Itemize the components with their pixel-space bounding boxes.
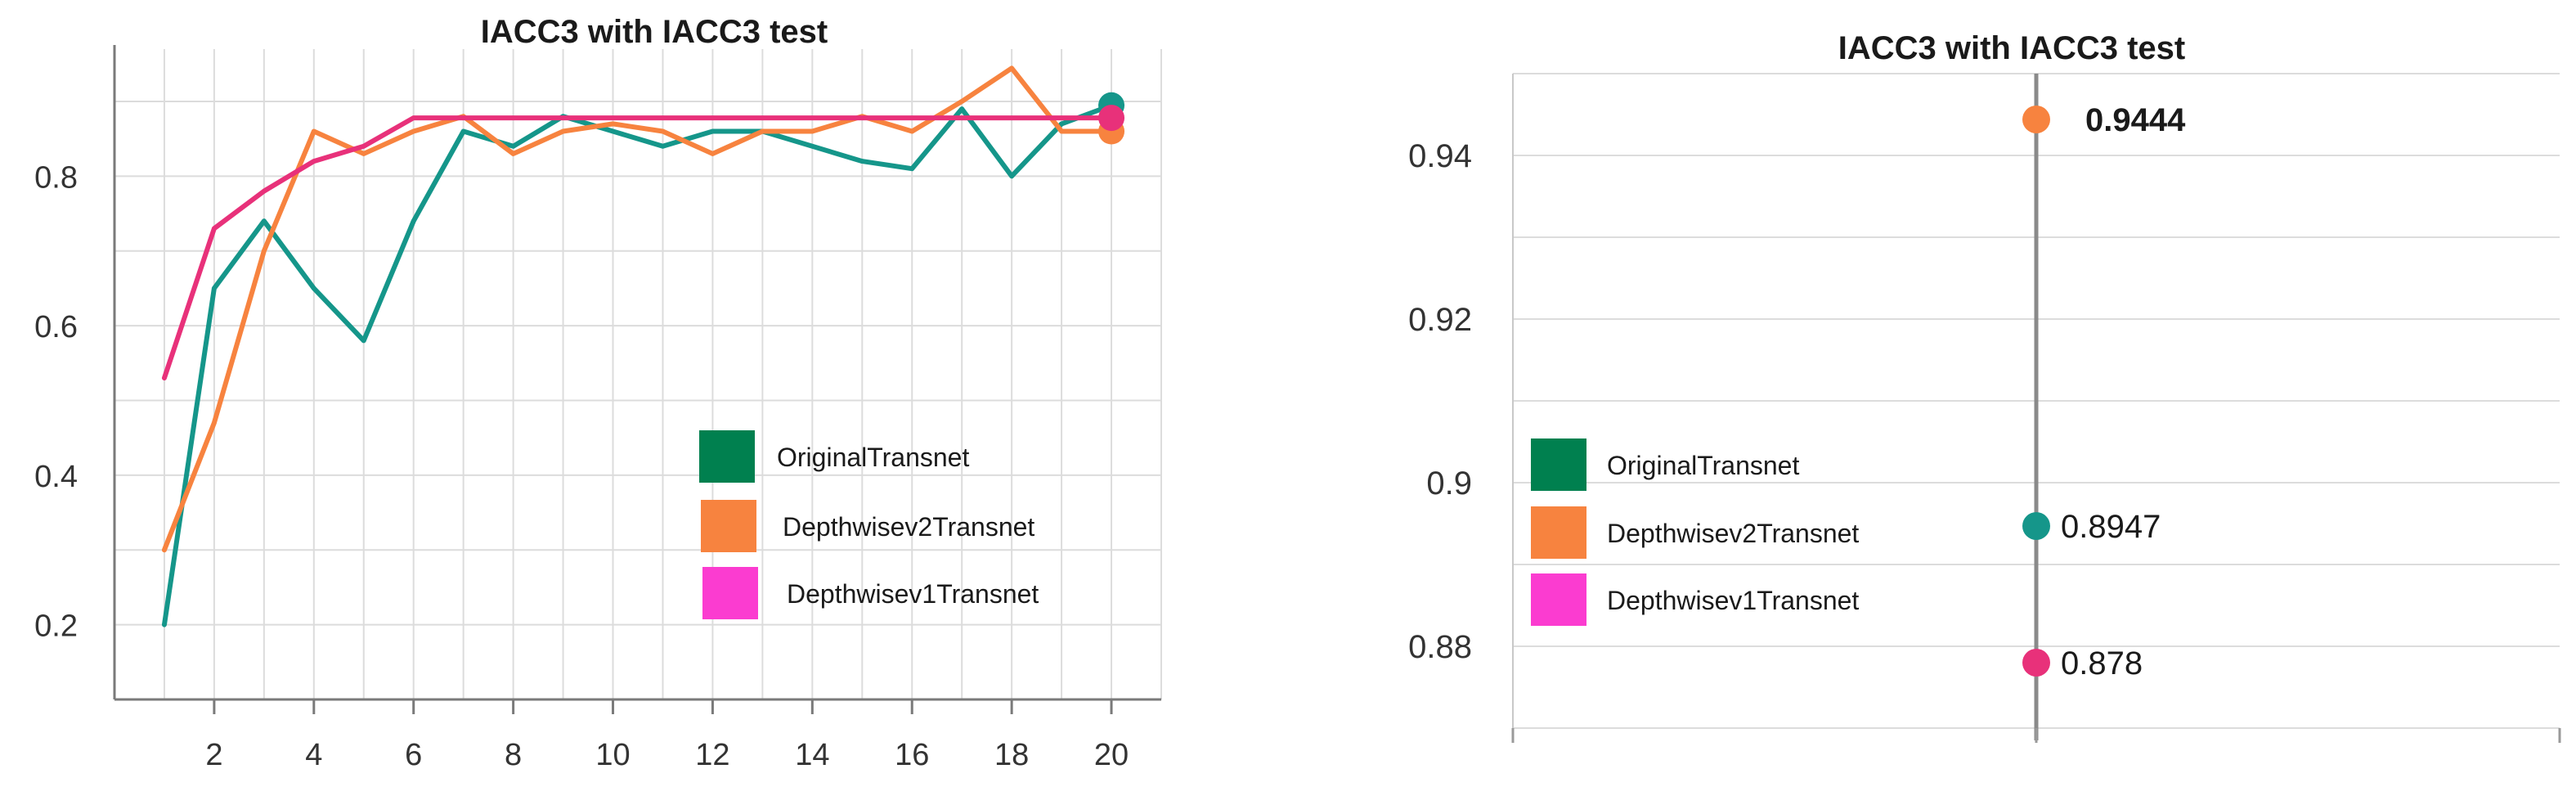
left-legend-label: OriginalTransnet bbox=[777, 443, 969, 472]
left-legend-swatch bbox=[702, 567, 758, 619]
left-chart-title: IACC3 with IACC3 test bbox=[481, 14, 828, 50]
left-x-tick-label: 8 bbox=[505, 738, 522, 772]
left-legend: OriginalTransnet Depthwisev2Transnet Depth… bbox=[699, 430, 1039, 619]
right-point-Depthwisev1Transnet bbox=[2022, 649, 2050, 677]
right-legend-label: Depthwisev1Transnet bbox=[1607, 586, 1859, 615]
right-point-label: 0.8947 bbox=[2061, 509, 2161, 545]
left-x-tick-label: 20 bbox=[1094, 738, 1129, 772]
left-y-tick-label: 0.4 bbox=[34, 460, 78, 494]
left-y-tick-label: 0.2 bbox=[34, 609, 78, 644]
right-y-tick-label: 0.92 bbox=[1408, 302, 1472, 338]
left-legend-label: Depthwisev2Transnet bbox=[783, 512, 1034, 542]
right-legend-label: OriginalTransnet bbox=[1607, 451, 1799, 480]
right-legend-label: Depthwisev2Transnet bbox=[1607, 519, 1859, 548]
left-y-tick-label: 0.8 bbox=[34, 160, 78, 195]
left-legend-swatch bbox=[699, 430, 755, 483]
right-points: 0.9444 0.8947 0.878 bbox=[2022, 102, 2186, 681]
right-y-tick-label: 0.88 bbox=[1408, 629, 1472, 665]
left-y-tick-label: 0.6 bbox=[34, 310, 78, 344]
right-point-label: 0.878 bbox=[2061, 645, 2143, 681]
right-point-OriginalTransnet bbox=[2022, 512, 2050, 540]
right-point-Depthwisev2Transnet bbox=[2022, 106, 2050, 133]
right-chart-title: IACC3 with IACC3 test bbox=[1838, 30, 2186, 66]
left-series-line-Depthwisev1Transnet bbox=[161, 115, 1115, 381]
left-line-chart: IACC3 with IACC3 test 0.2 0.4 0.6 0.8 2 4 6 8 10… bbox=[34, 14, 1162, 772]
left-axes: 0.2 0.4 0.6 0.8 2 4 6 8 10 12 14 16 18 20 bbox=[34, 45, 1161, 772]
left-series-lines bbox=[161, 65, 1115, 627]
left-legend-label: Depthwisev1Transnet bbox=[787, 579, 1039, 609]
left-series-line-OriginalTransnet bbox=[161, 102, 1115, 627]
left-x-tick-label: 12 bbox=[695, 738, 729, 772]
left-x-tick-label: 14 bbox=[795, 738, 829, 772]
left-x-tick-label: 10 bbox=[595, 738, 630, 772]
right-legend: OriginalTransnet Depthwisev2Transnet Depth… bbox=[1531, 438, 1859, 626]
left-series-line-Depthwisev2Transnet bbox=[161, 65, 1115, 553]
right-axes: 0.88 0.9 0.92 0.94 bbox=[1408, 74, 2561, 743]
left-x-tick-label: 2 bbox=[205, 738, 222, 772]
left-end-marker-Depthwisev1Transnet bbox=[1098, 105, 1125, 132]
right-legend-swatch bbox=[1531, 573, 1586, 626]
left-x-tick-label: 4 bbox=[305, 738, 322, 772]
left-x-tick-label: 16 bbox=[895, 738, 929, 772]
left-x-tick-label: 6 bbox=[405, 738, 422, 772]
right-y-tick-label: 0.9 bbox=[1426, 465, 1472, 501]
right-point-chart: IACC3 with IACC3 test 0.88 0.9 0.92 0.94 0.… bbox=[1408, 30, 2561, 743]
left-legend-swatch bbox=[701, 500, 756, 552]
left-end-markers bbox=[1098, 92, 1125, 145]
right-y-tick-label: 0.94 bbox=[1408, 138, 1472, 174]
left-x-tick-label: 18 bbox=[994, 738, 1029, 772]
right-legend-swatch bbox=[1531, 438, 1586, 491]
right-point-label: 0.9444 bbox=[2085, 102, 2186, 138]
right-legend-swatch bbox=[1531, 506, 1586, 559]
